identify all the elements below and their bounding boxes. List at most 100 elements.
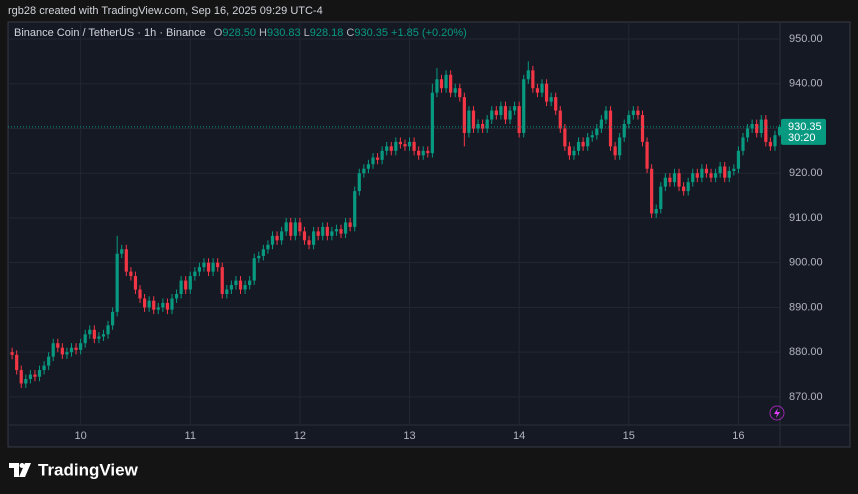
candle-body [636,110,640,116]
candle-body [147,300,151,308]
candle-body [764,119,768,142]
candle-body [334,229,339,232]
candle-body [672,173,677,183]
candle-body [188,276,192,290]
x-tick-label: 13 [403,430,415,442]
candle-body [581,141,585,147]
candle-body [74,347,78,350]
candle-body [512,106,517,111]
candle-body [316,231,320,236]
candle-body [284,222,288,232]
candle-body [88,329,92,335]
candle-body [590,135,594,138]
candle-body [252,258,256,281]
candle-body [380,150,384,160]
candle-body [28,374,32,379]
candle-body [490,110,494,120]
candle-body [522,79,526,133]
candle-body [663,177,667,187]
candle-body [170,298,174,310]
candle-body [449,74,453,93]
candle-body [243,285,247,290]
candle-body [668,177,672,183]
candle-body [24,379,28,384]
candle-body [179,280,183,294]
candle-body [444,74,448,89]
candle-body [426,150,430,154]
candle-body [106,325,110,335]
candle-body [115,253,119,312]
candle-body [595,128,599,136]
candle-body [604,110,608,120]
candle-body [768,141,773,147]
candle-body [613,146,617,156]
candle-body [302,231,307,241]
candle-body [462,97,466,133]
candle-body [682,186,686,192]
x-tick-label: 16 [732,430,744,442]
candle-body [111,311,115,326]
candle-body [51,343,55,357]
candle-body [389,146,393,151]
candle-body [750,124,754,129]
candle-body [152,300,156,310]
y-tick-label: 890.00 [789,301,823,313]
candle-body [567,146,572,156]
candle-body [471,110,476,129]
ohlc-value: 930.35 [354,27,389,39]
last-price-box [781,118,826,145]
candle-body [101,334,106,337]
alert-icon[interactable] [769,405,785,421]
candle-body [531,70,535,89]
candle-body [713,173,718,178]
ohlc-key: O [213,27,223,39]
candle-body [453,88,457,93]
candle-body [261,249,265,256]
candle-body [732,168,736,171]
candle-body [97,336,101,339]
candle-body [225,289,229,294]
candle-body [275,235,279,241]
ohlc-value: 928.18 [309,27,344,39]
candle-body [197,267,202,272]
candle-body [659,186,663,209]
candle-body [357,173,361,192]
change-label: +1.85 (+0.20%) [391,27,467,39]
candle-body [572,150,576,156]
candle-body [439,79,444,89]
candle-body [421,150,425,156]
candle-body [307,240,311,245]
candle-body [325,226,329,236]
candle-body [430,92,434,154]
candle-body [403,144,407,147]
countdown: 30:20 [788,132,816,144]
candle-body [526,70,530,80]
candle-body [467,110,471,133]
candle-body [202,262,206,268]
candle-body [206,262,211,272]
candle-body [412,141,416,151]
y-tick-label: 950.00 [789,33,823,45]
candle-body [640,115,645,142]
candle-body [723,166,727,178]
candle-body [631,110,635,116]
candle-body [517,106,521,133]
candle-body [69,347,74,353]
candle-body [15,354,19,371]
candle-body [280,231,284,241]
candle-body [417,150,421,156]
y-tick-label: 880.00 [789,346,823,358]
candle-body [700,168,704,178]
x-tick-label: 15 [623,430,635,442]
candle-body [248,280,252,286]
ohlc-key: L [303,27,310,39]
candle-body [558,110,562,129]
ohlc-values: O928.50 H930.83 L928.18 C930.35 +1.85 (+0.20… [214,27,467,39]
logo: TradingView [9,460,139,479]
y-tick-label: 900.00 [789,257,823,269]
candle-body [535,88,540,93]
candle-body [755,124,759,133]
candle-body [234,280,238,286]
candle-body [343,222,348,234]
alert-bolt [774,408,780,418]
